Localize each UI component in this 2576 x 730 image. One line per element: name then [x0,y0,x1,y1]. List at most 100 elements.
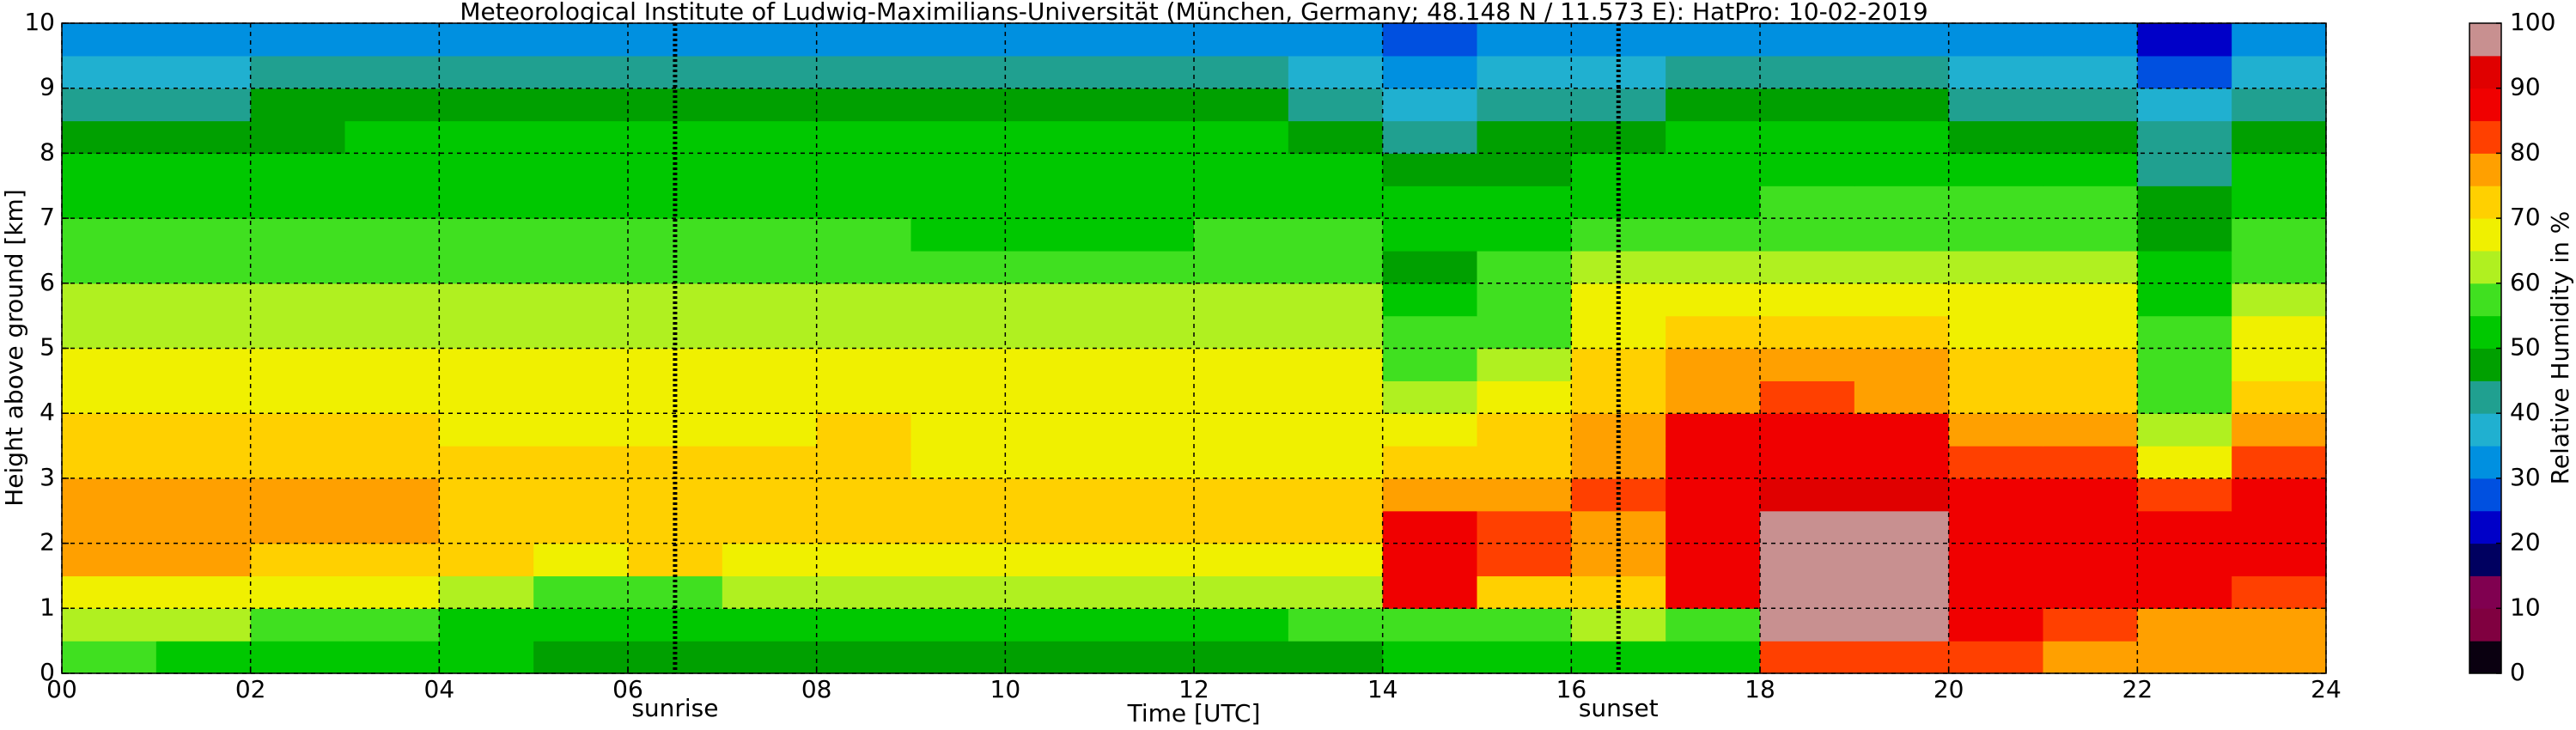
heatmap-cell [2232,250,2327,284]
heatmap-cell [2043,478,2138,512]
y-tick-label: 0 [40,658,55,686]
y-axis-label: Height above ground [km] [0,189,28,507]
heatmap-cell [250,315,346,350]
heatmap-cell [2043,348,2138,381]
heatmap-cell [1099,641,1195,674]
heatmap-cell [155,153,252,186]
heatmap-cell [1666,380,1761,414]
heatmap-cell [344,641,440,674]
heatmap-cell [155,250,252,284]
heatmap-cell [344,283,440,317]
heatmap-cell [155,478,252,512]
heatmap-cell [1760,380,1855,414]
colorbar-segment [2469,120,2501,154]
heatmap-cell [1854,348,1950,381]
heatmap-cell [533,575,629,609]
heatmap-cell [910,348,1006,381]
heatmap-cell [1194,23,1289,57]
heatmap-cell [1571,186,1666,219]
x-tick-label: 04 [424,675,455,703]
heatmap-cell [2232,380,2327,414]
heatmap-cell [533,250,629,284]
heatmap-cell [1854,218,1950,252]
heatmap-cell [628,608,723,642]
y-tick-label: 8 [40,137,55,166]
heatmap-cell [1948,575,2044,609]
heatmap-cell [722,348,818,381]
heatmap-cell [1666,641,1761,674]
colorbar-tick-label: 0 [2510,658,2525,686]
heatmap-cell [1382,348,1478,381]
heatmap-cell [816,380,912,414]
heatmap-cell [1005,348,1100,381]
heatmap-cell [344,55,440,89]
heatmap-cell [1099,348,1195,381]
heatmap-cell [439,23,534,57]
heatmap-cell [722,608,818,642]
heatmap-cell [910,380,1006,414]
heatmap-cell [1382,641,1478,674]
heatmap-cell [1099,120,1195,154]
heatmap-cell [62,380,157,414]
heatmap-cell [1666,250,1761,284]
heatmap-cell [62,478,157,512]
heatmap-cell [62,23,157,57]
heatmap-cell [1854,446,1950,479]
heatmap-cell [1854,543,1950,577]
heatmap-cell [1854,510,1950,544]
heatmap-cell [1948,283,2044,317]
colorbar-segment [2469,55,2501,89]
heatmap-cell [816,153,912,186]
colorbar-tick-label: 60 [2510,268,2541,296]
colorbar-segment [2469,218,2501,252]
heatmap-cell [910,510,1006,544]
heatmap-cell [1477,186,1572,219]
heatmap-cell [533,23,629,57]
heatmap-cell [439,510,534,544]
heatmap-cell [1477,250,1572,284]
heatmap-cell [722,510,818,544]
heatmap-cell [1477,218,1572,252]
heatmap-cell [2137,55,2232,89]
heatmap-cell [344,218,440,252]
heatmap-cell [250,153,346,186]
x-tick-label: 16 [1556,675,1587,703]
heatmap-cell [62,446,157,479]
heatmap-cell [344,575,440,609]
heatmap-cell [250,510,346,544]
heatmap-cell [1760,510,1855,544]
heatmap-cell [439,413,534,447]
heatmap-cell [2137,283,2232,317]
heatmap-cell [816,446,912,479]
heatmap-cell [250,250,346,284]
heatmap-cell [1005,510,1100,544]
heatmap-cell [344,446,440,479]
heatmap-cell [1288,413,1384,447]
heatmap-cell [439,88,534,122]
heatmap-cell [1382,250,1478,284]
heatmap-cell [1477,315,1572,350]
heatmap-cell [62,186,157,219]
heatmap-cell [344,543,440,577]
heatmap-cell [816,315,912,350]
heatmap-cell [2232,88,2327,122]
y-tick-label: 5 [40,333,55,362]
heatmap-cell [62,120,157,154]
heatmap-cell [1571,283,1666,317]
heatmap-cell [2232,153,2327,186]
heatmap-cell [250,575,346,609]
heatmap-cell [533,315,629,350]
colorbar-tick-label: 70 [2510,203,2541,231]
heatmap-cell [1194,575,1289,609]
heatmap-cell [2232,120,2327,154]
heatmap-cell [533,88,629,122]
heatmap-cell [439,446,534,479]
heatmap-cell [2137,23,2232,57]
heatmap-cell [722,446,818,479]
heatmap-cell [2232,55,2327,89]
heatmap-cell [1099,283,1195,317]
heatmap-cell [62,250,157,284]
heatmap-cell [2043,315,2138,350]
heatmap-cell [1666,543,1761,577]
heatmap-cell [439,543,534,577]
